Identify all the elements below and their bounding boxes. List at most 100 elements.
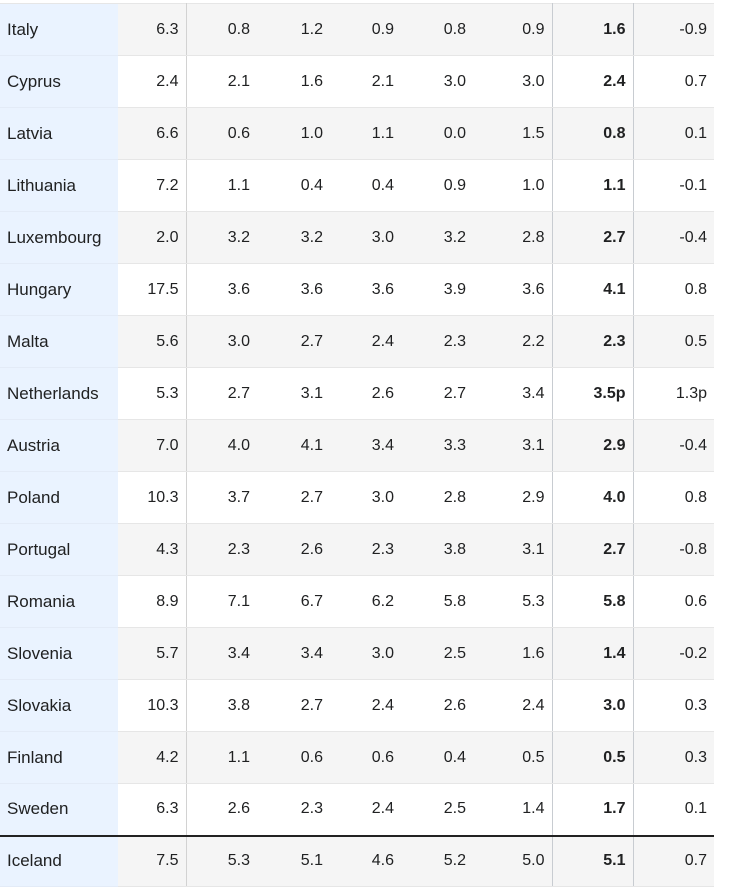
value-cell: 2.1 [330, 55, 401, 108]
value-cell: 0.5 [633, 315, 714, 368]
value-cell: 0.5 [473, 731, 553, 784]
value-cell: 0.7 [633, 834, 714, 887]
value-cell: 5.8 [401, 575, 473, 628]
value-cell: 2.5 [401, 627, 473, 680]
country-cell: Slovakia [0, 679, 118, 732]
value-cell: 8.9 [118, 575, 187, 628]
value-cell: 3.0 [330, 627, 401, 680]
value-cell: 0.6 [330, 731, 401, 784]
value-cell: 0.4 [330, 159, 401, 212]
table-row: Slovakia 10.3 3.8 2.7 2.4 2.6 2.4 3.0 0.… [0, 679, 714, 732]
value-cell: 3.8 [401, 523, 473, 576]
country-cell: Malta [0, 315, 118, 368]
value-cell: 2.1 [186, 55, 257, 108]
value-cell: 0.8 [552, 107, 634, 160]
value-cell: 5.3 [473, 575, 553, 628]
value-cell: 3.0 [330, 211, 401, 264]
value-cell: 2.6 [330, 367, 401, 420]
value-cell: 1.1 [552, 159, 634, 212]
value-cell: 7.2 [118, 159, 187, 212]
value-cell: 2.7 [257, 315, 330, 368]
value-cell: 2.0 [118, 211, 187, 264]
value-cell: 0.3 [633, 679, 714, 732]
country-cell: Portugal [0, 523, 118, 576]
value-cell: 0.1 [633, 107, 714, 160]
value-cell: 5.1 [257, 834, 330, 887]
value-cell: 2.7 [186, 367, 257, 420]
value-cell: 4.3 [118, 523, 187, 576]
value-cell: 0.6 [186, 107, 257, 160]
value-cell: -0.4 [633, 419, 714, 472]
value-cell: 4.1 [257, 419, 330, 472]
value-cell: 0.8 [633, 471, 714, 524]
value-cell: 0.3 [633, 731, 714, 784]
value-cell: 2.7 [552, 211, 634, 264]
value-cell: 3.0 [552, 679, 634, 732]
country-cell: Slovenia [0, 627, 118, 680]
value-cell: 6.3 [118, 783, 187, 836]
value-cell: 3.4 [257, 627, 330, 680]
value-cell: 1.0 [473, 159, 553, 212]
value-cell: 6.7 [257, 575, 330, 628]
table-row: Italy 6.3 0.8 1.2 0.9 0.8 0.9 1.6 -0.9 [0, 3, 714, 56]
value-cell: 17.5 [118, 263, 187, 316]
value-cell: 3.6 [473, 263, 553, 316]
value-cell: 2.3 [330, 523, 401, 576]
value-cell: 5.0 [473, 834, 553, 887]
value-cell: 1.5 [473, 107, 553, 160]
country-cell: Iceland [0, 834, 118, 887]
value-cell: 2.4 [330, 679, 401, 732]
country-cell: Cyprus [0, 55, 118, 108]
value-cell: 5.2 [401, 834, 473, 887]
table-row: Portugal 4.3 2.3 2.6 2.3 3.8 3.1 2.7 -0.… [0, 523, 714, 576]
table-row: Poland 10.3 3.7 2.7 3.0 2.8 2.9 4.0 0.8 [0, 471, 714, 524]
value-cell: 3.0 [473, 55, 553, 108]
country-cell: Luxembourg [0, 211, 118, 264]
value-cell: 2.9 [552, 419, 634, 472]
value-cell: 4.0 [552, 471, 634, 524]
value-cell: 4.1 [552, 263, 634, 316]
country-cell: Italy [0, 3, 118, 56]
value-cell: 5.3 [186, 834, 257, 887]
value-cell: 0.9 [401, 159, 473, 212]
value-cell: 3.1 [473, 523, 553, 576]
country-cell: Sweden [0, 783, 118, 836]
value-cell: 1.6 [257, 55, 330, 108]
value-cell: 4.2 [118, 731, 187, 784]
value-cell: 2.3 [401, 315, 473, 368]
value-cell: 6.6 [118, 107, 187, 160]
value-cell: 3.2 [257, 211, 330, 264]
value-cell: -0.2 [633, 627, 714, 680]
value-cell: 2.3 [257, 783, 330, 836]
value-cell: 3.0 [330, 471, 401, 524]
value-cell: -0.9 [633, 3, 714, 56]
value-cell: 5.8 [552, 575, 634, 628]
value-cell: 2.9 [473, 471, 553, 524]
value-cell: 1.7 [552, 783, 634, 836]
country-cell: Hungary [0, 263, 118, 316]
value-cell: -0.4 [633, 211, 714, 264]
value-cell: 0.6 [633, 575, 714, 628]
value-cell: 2.6 [257, 523, 330, 576]
value-cell: 1.6 [473, 627, 553, 680]
table-row: Slovenia 5.7 3.4 3.4 3.0 2.5 1.6 1.4 -0.… [0, 627, 714, 680]
value-cell: 3.0 [186, 315, 257, 368]
country-cell: Lithuania [0, 159, 118, 212]
country-cell: Romania [0, 575, 118, 628]
table-row: Luxembourg 2.0 3.2 3.2 3.0 3.2 2.8 2.7 -… [0, 211, 714, 264]
table-row: Hungary 17.5 3.6 3.6 3.6 3.9 3.6 4.1 0.8 [0, 263, 714, 316]
value-cell: 0.8 [633, 263, 714, 316]
value-cell: 0.1 [633, 783, 714, 836]
value-cell: 3.4 [330, 419, 401, 472]
value-cell: 1.1 [330, 107, 401, 160]
table-row: Malta 5.6 3.0 2.7 2.4 2.3 2.2 2.3 0.5 [0, 315, 714, 368]
value-cell: 5.3 [118, 367, 187, 420]
country-cell: Netherlands [0, 367, 118, 420]
value-cell: -0.8 [633, 523, 714, 576]
table-row: Finland 4.2 1.1 0.6 0.6 0.4 0.5 0.5 0.3 [0, 731, 714, 784]
value-cell: 3.2 [186, 211, 257, 264]
value-cell: 2.5 [401, 783, 473, 836]
value-cell: 3.2 [401, 211, 473, 264]
value-cell: 5.6 [118, 315, 187, 368]
country-cell: Latvia [0, 107, 118, 160]
